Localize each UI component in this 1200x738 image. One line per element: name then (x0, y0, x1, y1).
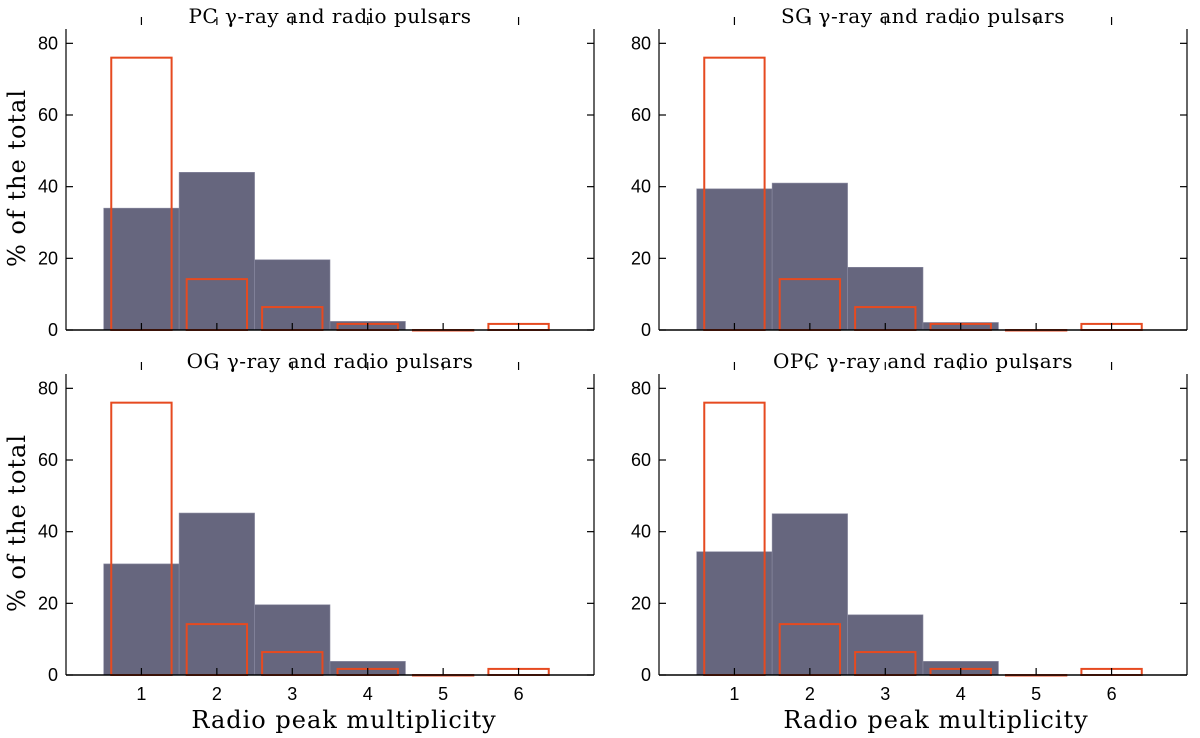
opc-ytick-label-60: 60 (631, 450, 651, 470)
opc-xtick-label-6: 6 (1107, 684, 1117, 704)
opc-ytick-label-20: 20 (631, 593, 651, 613)
opc-xtick-label-2: 2 (805, 684, 815, 704)
pc-filled-bar-1 (103, 207, 180, 331)
opc-xtick-label-3: 3 (880, 684, 890, 704)
sg-filled-bar-1 (696, 188, 773, 331)
og-ytick-label-0: 0 (48, 665, 58, 685)
opc-filled-bar-1 (696, 551, 773, 676)
sg-ytick-label-0: 0 (641, 320, 651, 340)
pc-panel-title: PC γ-ray and radio pulsars (188, 4, 471, 28)
opc-panel-title: OPC γ-ray and radio pulsars (773, 349, 1073, 373)
sg-ytick-label-20: 20 (631, 248, 651, 268)
pc-ytick-label-40: 40 (38, 177, 58, 197)
x-axis-label-right: Radio peak multiplicity (783, 706, 1088, 734)
pc-filled-bar-3 (254, 259, 331, 331)
panel-pc: 0 20 40 60 80 PC γ-ray and radio pulsars (38, 4, 595, 340)
og-panel-title: OG γ-ray and radio pulsars (187, 349, 474, 373)
opc-filled-bar-2 (771, 513, 848, 676)
opc-filled-bar-3 (847, 614, 924, 676)
y-axis-label-top: % of the total (3, 89, 31, 267)
sg-ytick-label-40: 40 (631, 177, 651, 197)
pc-ytick-label-80: 80 (38, 33, 58, 53)
opc-ytick-label-0: 0 (641, 665, 651, 685)
opc-ytick-label-40: 40 (631, 522, 651, 542)
x-axis-label-left: Radio peak multiplicity (191, 706, 496, 734)
pc-ytick-label-0: 0 (48, 320, 58, 340)
og-xtick-label-3: 3 (287, 684, 297, 704)
pc-ytick-label-60: 60 (38, 105, 58, 125)
panel-opc: 0 20 40 60 80 1 2 3 4 5 6 OPC γ-ray and radio pulsa… (631, 349, 1188, 704)
og-filled-bar-1 (103, 563, 180, 676)
og-ytick-label-60: 60 (38, 450, 58, 470)
og-filled-bar-2 (178, 512, 255, 676)
opc-xtick-label-4: 4 (956, 684, 966, 704)
og-xtick-label-5: 5 (438, 684, 448, 704)
panel-sg: 0 20 40 60 80 SG γ-ray and radio pulsars (631, 4, 1188, 340)
opc-xtick-label-5: 5 (1031, 684, 1041, 704)
sg-ytick-label-80: 80 (631, 33, 651, 53)
sg-ytick-label-60: 60 (631, 105, 651, 125)
opc-ytick-label-80: 80 (631, 378, 651, 398)
y-axis-label-bottom: % of the total (3, 434, 31, 612)
og-filled-bar-3 (254, 604, 331, 676)
pc-ytick-label-20: 20 (38, 248, 58, 268)
og-xtick-label-2: 2 (212, 684, 222, 704)
sg-panel-title: SG γ-ray and radio pulsars (781, 4, 1065, 28)
sg-filled-bar-2 (771, 182, 848, 331)
og-ytick-label-40: 40 (38, 522, 58, 542)
og-xtick-label-6: 6 (514, 684, 524, 704)
opc-xtick-label-1: 1 (729, 684, 739, 704)
sg-filled-bar-3 (847, 266, 924, 331)
og-ytick-label-80: 80 (38, 378, 58, 398)
pc-filled-bar-2 (178, 172, 255, 331)
panel-og: 0 20 40 60 80 1 2 3 4 5 6 OG γ-ray and radio pulsar… (38, 349, 595, 704)
og-ytick-label-20: 20 (38, 593, 58, 613)
og-xtick-label-4: 4 (363, 684, 373, 704)
og-xtick-label-1: 1 (136, 684, 146, 704)
